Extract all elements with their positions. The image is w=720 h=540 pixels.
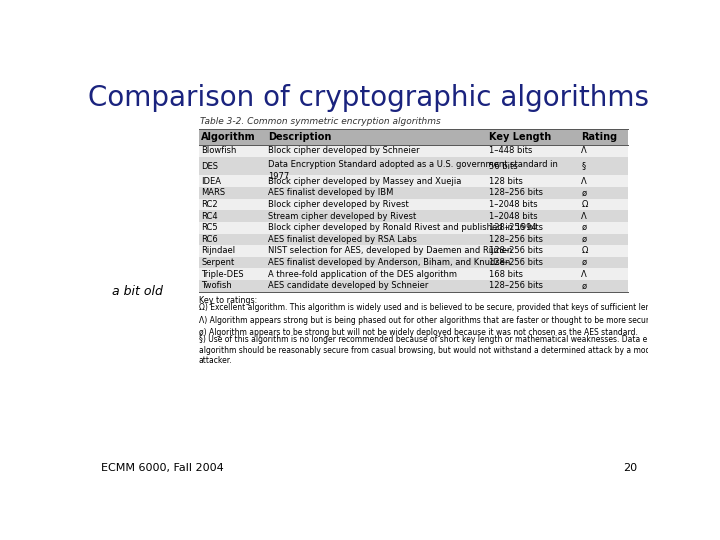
Bar	[199, 210, 629, 222]
Bar	[199, 268, 629, 280]
Bar	[199, 145, 629, 157]
Text: 128–256 bits: 128–256 bits	[489, 235, 543, 244]
Text: Data Encryption Standard adopted as a U.S. government standard in
1977: Data Encryption Standard adopted as a U.…	[268, 160, 557, 181]
Text: a bit old: a bit old	[112, 285, 163, 298]
Text: Serpent: Serpent	[201, 258, 234, 267]
Text: §: §	[581, 161, 585, 171]
Text: 1–448 bits: 1–448 bits	[489, 146, 532, 156]
Text: Block cipher developed by Schneier: Block cipher developed by Schneier	[268, 146, 419, 156]
Text: ø: ø	[581, 258, 586, 267]
Text: Λ: Λ	[581, 177, 587, 186]
Bar	[199, 257, 629, 268]
Text: Rating: Rating	[581, 132, 618, 142]
Text: 1–2048 bits: 1–2048 bits	[489, 200, 538, 209]
Text: Ω: Ω	[581, 246, 588, 255]
Text: Table 3-2. Common symmetric encryption algorithms: Table 3-2. Common symmetric encryption a…	[200, 117, 441, 126]
Text: AES finalist developed by IBM: AES finalist developed by IBM	[268, 188, 393, 197]
Text: DES: DES	[201, 161, 218, 171]
Text: 128–256 bits: 128–256 bits	[489, 188, 543, 197]
Text: AES finalist developed by Anderson, Biham, and Knudsen: AES finalist developed by Anderson, Biha…	[268, 258, 510, 267]
Text: ø: ø	[581, 223, 586, 232]
Text: 168 bits: 168 bits	[489, 270, 523, 279]
Text: Ω: Ω	[581, 200, 588, 209]
Text: MARS: MARS	[201, 188, 225, 197]
Text: AES finalist developed by RSA Labs: AES finalist developed by RSA Labs	[268, 235, 416, 244]
Text: ø) Algorithm appears to be strong but will not be widely deployed because it was: ø) Algorithm appears to be strong but wi…	[199, 328, 638, 338]
Text: 128–256 bits: 128–256 bits	[489, 223, 543, 232]
Text: 20: 20	[623, 463, 637, 473]
Text: ECMM 6000, Fall 2004: ECMM 6000, Fall 2004	[101, 463, 224, 473]
Text: RC2: RC2	[201, 200, 217, 209]
Bar	[199, 157, 629, 176]
Text: AES candidate developed by Schneier: AES candidate developed by Schneier	[268, 281, 428, 291]
Text: Λ: Λ	[581, 270, 587, 279]
Text: ø: ø	[581, 188, 586, 197]
Text: 128 bits: 128 bits	[489, 177, 523, 186]
Text: Triple-DES: Triple-DES	[201, 270, 243, 279]
Bar	[199, 280, 629, 292]
Text: NIST selection for AES, developed by Daemen and Rijmen: NIST selection for AES, developed by Dae…	[268, 246, 512, 255]
Bar	[199, 222, 629, 233]
Bar	[199, 187, 629, 199]
Text: RC4: RC4	[201, 212, 217, 220]
Text: Key Length: Key Length	[489, 132, 552, 142]
Text: Block cipher developed by Rivest: Block cipher developed by Rivest	[268, 200, 408, 209]
Text: Λ) Algorithm appears strong but is being phased out for other algorithms that ar: Λ) Algorithm appears strong but is being…	[199, 316, 656, 325]
Text: 128–256 bits: 128–256 bits	[489, 258, 543, 267]
Text: Block cipher developed by Massey and Xuejia: Block cipher developed by Massey and Xue…	[268, 177, 461, 186]
Text: 128–256 bits: 128–256 bits	[489, 281, 543, 291]
Text: Blowfish: Blowfish	[201, 146, 236, 156]
Text: Stream cipher developed by Rivest: Stream cipher developed by Rivest	[268, 212, 416, 220]
Text: Block cipher developed by Ronald Rivest and published in 1994: Block cipher developed by Ronald Rivest …	[268, 223, 536, 232]
Text: Description: Description	[268, 132, 331, 142]
Bar	[199, 245, 629, 257]
Text: Twofish: Twofish	[201, 281, 232, 291]
Bar	[199, 129, 629, 145]
Text: RC5: RC5	[201, 223, 217, 232]
Text: 1–2048 bits: 1–2048 bits	[489, 212, 538, 220]
Text: ø: ø	[581, 235, 586, 244]
Text: ø: ø	[581, 281, 586, 291]
Text: Ω) Excellent algorithm. This algorithm is widely used and is believed to be secu: Ω) Excellent algorithm. This algorithm i…	[199, 303, 701, 312]
Bar	[199, 233, 629, 245]
Text: 128–256 bits: 128–256 bits	[489, 246, 543, 255]
Text: IDEA: IDEA	[201, 177, 221, 186]
Text: Λ: Λ	[581, 146, 587, 156]
Bar	[199, 199, 629, 210]
Text: Λ: Λ	[581, 212, 587, 220]
Text: §) Use of this algorithm is no longer recommended because of short key length or: §) Use of this algorithm is no longer re…	[199, 335, 717, 365]
Text: Comparison of cryptographic algorithms: Comparison of cryptographic algorithms	[89, 84, 649, 112]
Bar	[199, 176, 629, 187]
Text: A three-fold application of the DES algorithm: A three-fold application of the DES algo…	[268, 270, 456, 279]
Text: Rijndael: Rijndael	[201, 246, 235, 255]
Text: 56 bits: 56 bits	[489, 161, 518, 171]
Text: RC6: RC6	[201, 235, 217, 244]
Text: Key to ratings:: Key to ratings:	[199, 296, 257, 305]
Text: Algorithm: Algorithm	[201, 132, 256, 142]
